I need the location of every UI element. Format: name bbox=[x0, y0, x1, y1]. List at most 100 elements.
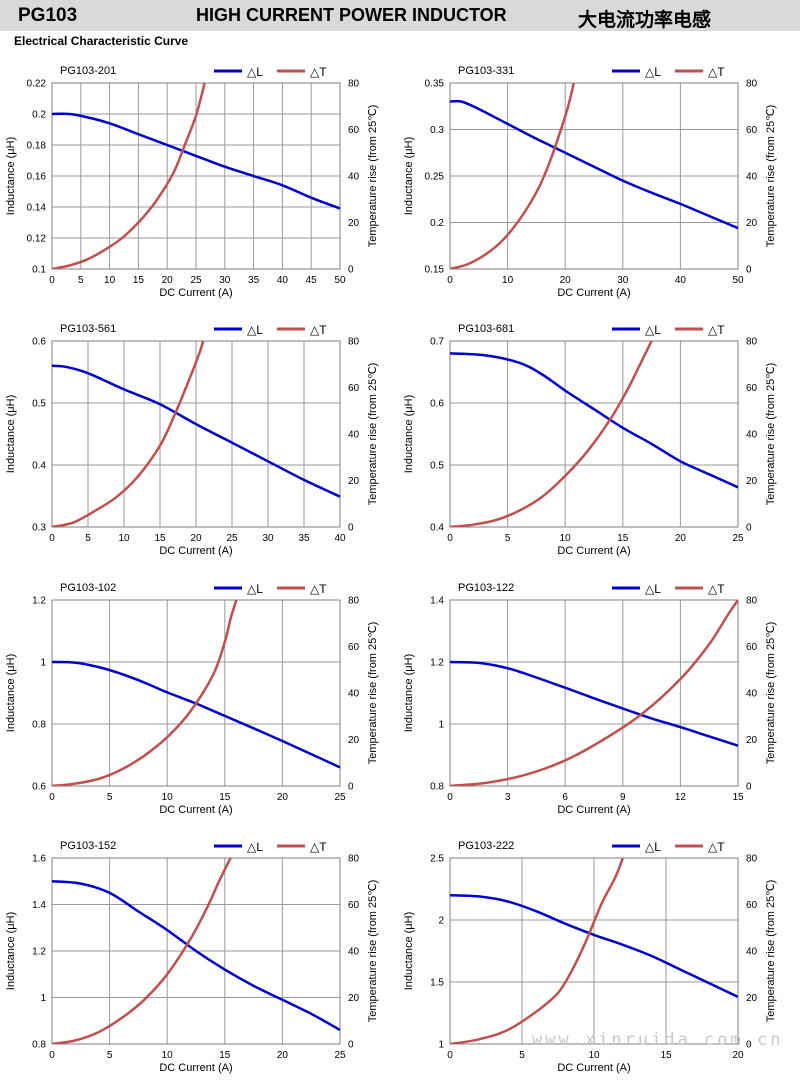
chart-title: PG103-122 bbox=[458, 582, 514, 594]
x-tick-label: 0 bbox=[447, 792, 453, 803]
x-tick-label: 0 bbox=[49, 1050, 55, 1061]
x-tick-label: 25 bbox=[190, 275, 202, 286]
y-tick-label: 0.35 bbox=[425, 79, 445, 90]
y2-axis-label: Temperature rise (from 25℃) bbox=[367, 105, 379, 248]
chart-title: PG103-331 bbox=[458, 65, 514, 77]
y2-tick-label: 40 bbox=[746, 172, 758, 183]
chart-pg103-681: 0 5 10 15 20 25 0.4 0.5 0.6 0.7 0 20 40 60 80 DC Curren… bbox=[403, 323, 777, 557]
y2-tick-label: 80 bbox=[746, 854, 758, 865]
plot-frame bbox=[51, 857, 341, 1045]
x-tick-label: 20 bbox=[675, 533, 687, 544]
y-tick-label: 0.15 bbox=[425, 265, 445, 276]
x-tick-label: 0 bbox=[49, 533, 55, 544]
legend-label-inductance: △L bbox=[247, 582, 263, 596]
y2-tick-label: 60 bbox=[746, 383, 758, 394]
y-tick-label: 1.5 bbox=[430, 978, 444, 989]
x-tick-label: 15 bbox=[133, 275, 145, 286]
x-tick-label: 50 bbox=[334, 275, 346, 286]
y-tick-label: 1 bbox=[438, 1040, 444, 1051]
chart-pg103-561: 0 5 10 15 20 25 30 35 40 0.3 0.4 0.5 0.6 0 20 40 60 80 DC … bbox=[5, 323, 379, 557]
x-tick-label: 10 bbox=[502, 275, 514, 286]
y2-tick-label: 60 bbox=[746, 125, 758, 136]
y2-tick-label: 20 bbox=[348, 735, 360, 746]
x-tick-label: 5 bbox=[78, 275, 84, 286]
temperature-curve bbox=[52, 83, 206, 269]
x-tick-label: 50 bbox=[732, 275, 744, 286]
temperature-curve bbox=[52, 858, 232, 1044]
temperature-curve bbox=[450, 858, 624, 1044]
y-tick-label: 0.25 bbox=[425, 172, 445, 183]
x-tick-label: 10 bbox=[588, 1050, 600, 1061]
y2-tick-label: 40 bbox=[348, 689, 360, 700]
y-tick-label: 0.4 bbox=[32, 461, 46, 472]
x-axis-label: DC Current (A) bbox=[159, 1062, 232, 1074]
chart-pg103-122: 0 3 6 9 12 15 0.8 1 1.2 1.4 0 20 40 60 80 DC Current (A… bbox=[403, 582, 777, 816]
inductance-curve bbox=[52, 364, 340, 498]
y2-tick-label: 80 bbox=[348, 854, 360, 865]
page-title: HIGH CURRENT POWER INDUCTOR bbox=[196, 5, 507, 25]
y-tick-label: 1.2 bbox=[32, 596, 46, 607]
y-tick-label: 1.4 bbox=[430, 596, 444, 607]
y-axis-label: Inductance (μH) bbox=[403, 137, 415, 215]
temperature-curve bbox=[450, 600, 738, 786]
chart-pg103-201: 0 5 10 15 20 25 30 35 40 45 50 0.1 0.12 0.14 0.16 0.18 0… bbox=[5, 65, 379, 299]
y2-tick-label: 0 bbox=[746, 1040, 752, 1051]
legend-label-inductance: △L bbox=[247, 323, 263, 337]
y-tick-label: 2 bbox=[438, 916, 444, 927]
x-tick-label: 20 bbox=[560, 275, 572, 286]
x-tick-label: 12 bbox=[675, 792, 687, 803]
y2-tick-label: 20 bbox=[348, 993, 360, 1004]
chart-title: PG103-222 bbox=[458, 840, 514, 852]
plot-frame bbox=[51, 82, 341, 270]
y2-axis-label: Temperature rise (from 25℃) bbox=[367, 880, 379, 1023]
y-tick-label: 0.2 bbox=[430, 218, 444, 229]
temperature-curve bbox=[450, 341, 653, 527]
inductance-curve bbox=[450, 99, 738, 230]
temperature-curve bbox=[52, 341, 205, 527]
x-axis-label: DC Current (A) bbox=[159, 804, 232, 816]
y2-tick-label: 80 bbox=[746, 79, 758, 90]
y2-tick-label: 80 bbox=[348, 337, 360, 348]
y2-axis-label: Temperature rise (from 25℃) bbox=[765, 363, 777, 506]
x-tick-label: 10 bbox=[162, 792, 174, 803]
y-tick-label: 0.6 bbox=[430, 399, 444, 410]
y2-tick-label: 20 bbox=[746, 218, 758, 229]
chart-title: PG103-681 bbox=[458, 323, 514, 335]
legend-label-inductance: △L bbox=[645, 65, 661, 79]
y-axis-label: Inductance (μH) bbox=[403, 395, 415, 473]
x-axis-label: DC Current (A) bbox=[159, 545, 232, 557]
y-tick-label: 1.2 bbox=[32, 947, 46, 958]
inductance-curve bbox=[450, 352, 738, 489]
y-tick-label: 0.6 bbox=[32, 782, 46, 793]
plot-frame bbox=[51, 599, 341, 787]
y2-tick-label: 40 bbox=[746, 430, 758, 441]
y2-tick-label: 0 bbox=[746, 523, 752, 534]
x-tick-label: 20 bbox=[732, 1050, 744, 1061]
x-axis-label: DC Current (A) bbox=[557, 287, 630, 299]
y-tick-label: 1.6 bbox=[32, 854, 46, 865]
x-tick-label: 0 bbox=[49, 792, 55, 803]
x-tick-label: 10 bbox=[118, 533, 130, 544]
y-tick-label: 1 bbox=[438, 720, 444, 731]
x-tick-label: 5 bbox=[505, 533, 511, 544]
legend-label-temperature: △T bbox=[708, 582, 725, 596]
x-tick-label: 15 bbox=[219, 1050, 231, 1061]
y-tick-label: 0.5 bbox=[32, 399, 46, 410]
x-tick-label: 35 bbox=[248, 275, 260, 286]
y-axis-label: Inductance (μH) bbox=[5, 395, 17, 473]
x-tick-label: 30 bbox=[262, 533, 274, 544]
y-tick-label: 1.4 bbox=[32, 900, 46, 911]
x-tick-label: 15 bbox=[154, 533, 166, 544]
y-tick-label: 0.8 bbox=[430, 782, 444, 793]
y2-axis-label: Temperature rise (from 25℃) bbox=[765, 880, 777, 1023]
x-tick-label: 40 bbox=[277, 275, 289, 286]
y-tick-label: 0.8 bbox=[32, 720, 46, 731]
legend-label-inductance: △L bbox=[645, 323, 661, 337]
temperature-curve bbox=[52, 600, 238, 786]
inductance-curve bbox=[52, 880, 340, 1032]
x-tick-label: 25 bbox=[226, 533, 238, 544]
x-tick-label: 0 bbox=[447, 1050, 453, 1061]
x-tick-label: 5 bbox=[519, 1050, 525, 1061]
y2-tick-label: 0 bbox=[746, 782, 752, 793]
legend-label-inductance: △L bbox=[247, 840, 263, 854]
